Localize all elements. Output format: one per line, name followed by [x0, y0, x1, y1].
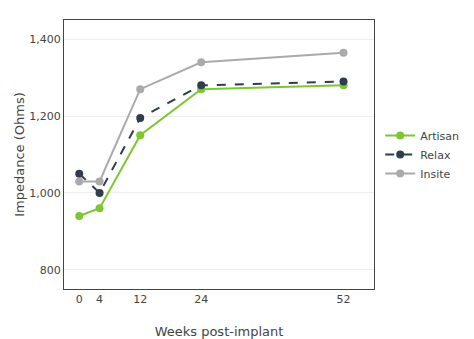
svg-text:800: 800 — [40, 264, 61, 277]
svg-text:1,000: 1,000 — [29, 187, 61, 200]
svg-text:0: 0 — [76, 293, 83, 306]
svg-text:Impedance (Ohms): Impedance (Ohms) — [12, 92, 27, 217]
svg-text:1,400: 1,400 — [29, 33, 61, 46]
svg-text:12: 12 — [133, 293, 147, 306]
svg-text:1,200: 1,200 — [29, 110, 61, 123]
svg-text:52: 52 — [337, 293, 351, 306]
svg-text:Artisan: Artisan — [420, 130, 459, 143]
svg-text:Weeks post-implant: Weeks post-implant — [155, 324, 284, 339]
svg-text:Relax: Relax — [420, 149, 451, 162]
svg-text:4: 4 — [96, 293, 103, 306]
svg-text:Insite: Insite — [420, 168, 450, 181]
svg-text:24: 24 — [194, 293, 208, 306]
